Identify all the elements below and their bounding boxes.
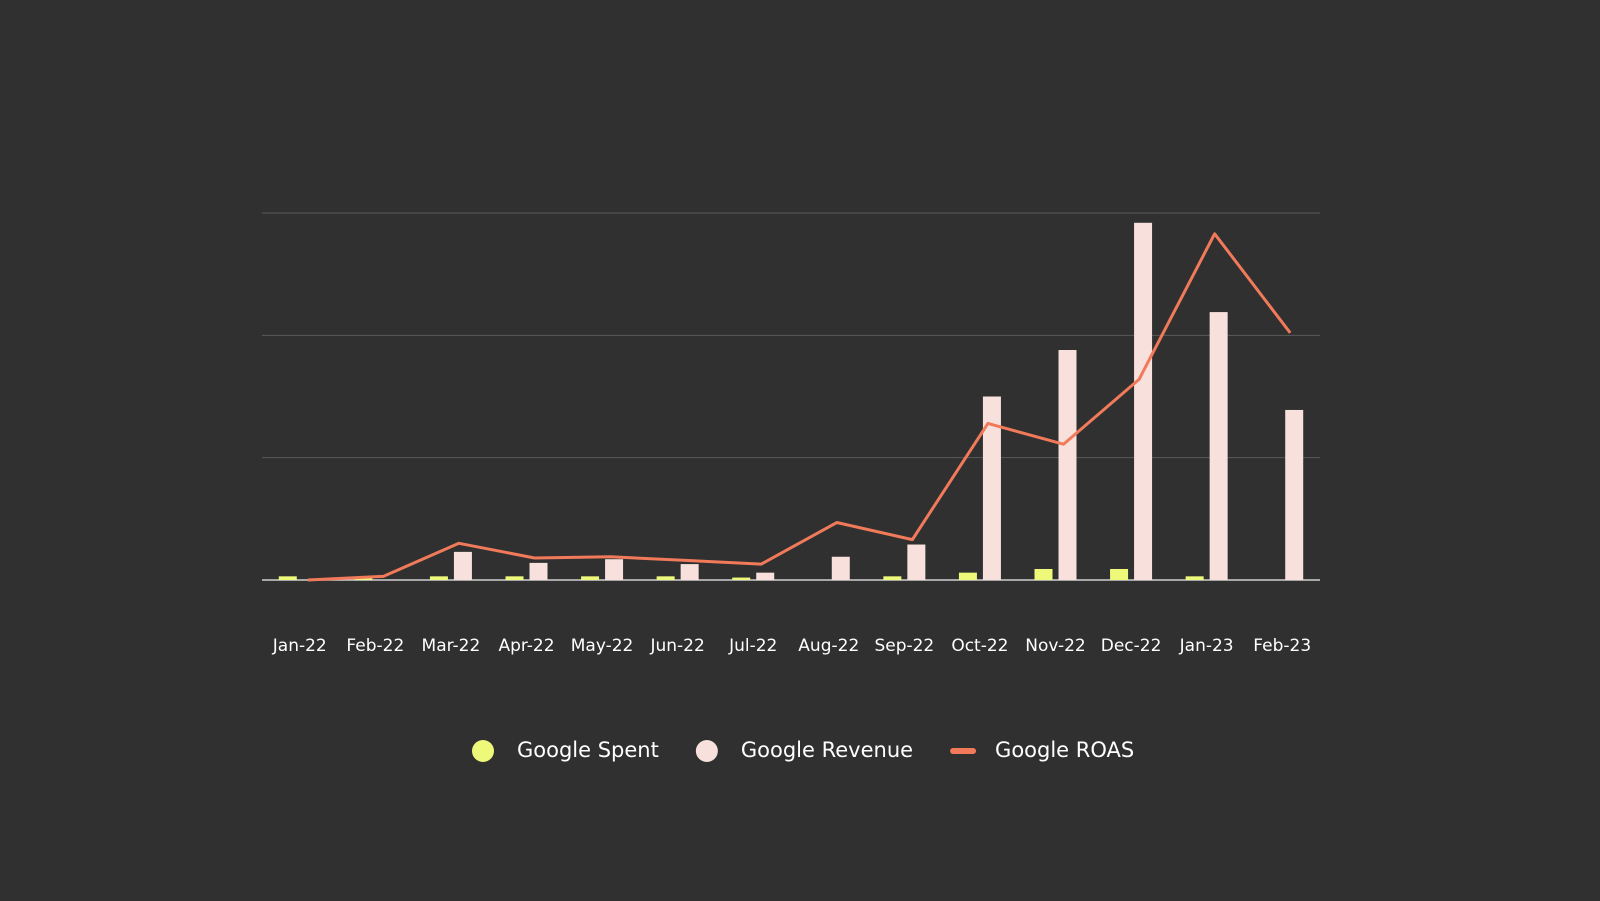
bar bbox=[529, 562, 548, 580]
legend-label: Google ROAS bbox=[995, 738, 1134, 762]
bar bbox=[831, 556, 850, 580]
legend-label: Google Spent bbox=[517, 738, 659, 762]
x-tick-label: May-22 bbox=[571, 636, 634, 656]
legend-label: Google Revenue bbox=[741, 738, 913, 762]
bar bbox=[656, 576, 675, 580]
bar bbox=[453, 551, 472, 580]
bar bbox=[278, 576, 297, 580]
bar bbox=[756, 572, 775, 580]
bar bbox=[982, 396, 1001, 580]
x-tick-label: Jul-22 bbox=[728, 636, 777, 656]
x-tick-label: Feb-23 bbox=[1253, 636, 1311, 656]
bar bbox=[1110, 568, 1129, 580]
bar bbox=[958, 572, 977, 580]
bar bbox=[581, 576, 600, 580]
x-tick-label: Jun-22 bbox=[649, 636, 704, 656]
bar bbox=[1185, 576, 1204, 580]
bar bbox=[680, 564, 699, 580]
x-tick-label: Jan-22 bbox=[272, 636, 327, 656]
bar bbox=[605, 559, 624, 580]
bar bbox=[1058, 350, 1077, 580]
bar bbox=[907, 544, 926, 580]
x-tick-label: Oct-22 bbox=[951, 636, 1008, 656]
x-tick-label: Jan-23 bbox=[1179, 636, 1234, 656]
x-tick-label: Apr-22 bbox=[498, 636, 554, 656]
legend-swatch bbox=[695, 740, 718, 762]
bar bbox=[505, 576, 524, 580]
bar bbox=[1034, 568, 1053, 580]
bar bbox=[1285, 409, 1304, 580]
x-tick-label: Aug-22 bbox=[798, 636, 859, 656]
line bbox=[307, 232, 1292, 582]
bar bbox=[429, 576, 448, 580]
bar bbox=[883, 576, 902, 580]
x-tick-label: Sep-22 bbox=[874, 636, 934, 656]
bar bbox=[1134, 222, 1153, 580]
x-tick-label: Mar-22 bbox=[422, 636, 481, 656]
x-tick-label: Dec-22 bbox=[1101, 636, 1162, 656]
x-tick-label: Nov-22 bbox=[1025, 636, 1086, 656]
bar bbox=[732, 577, 751, 580]
x-tick-label: Feb-22 bbox=[346, 636, 404, 656]
bar bbox=[1209, 312, 1228, 580]
legend-swatch bbox=[472, 740, 494, 762]
